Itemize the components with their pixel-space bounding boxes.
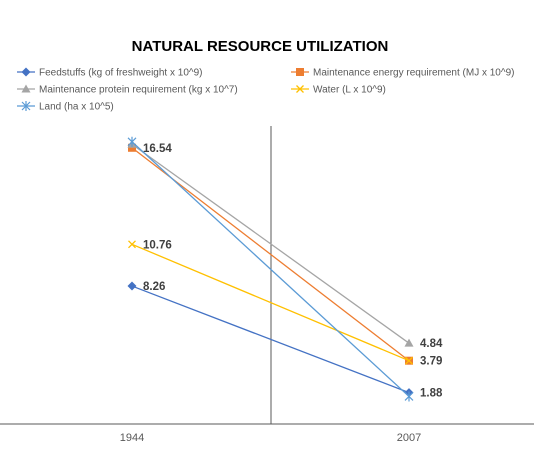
series-line-4 xyxy=(131,243,410,362)
legend-entry-1: Feedstuffs (kg of freshweight x 10^9) xyxy=(39,68,202,79)
legend-marker-2 xyxy=(296,68,304,76)
data-label-6: 1.88 xyxy=(420,388,443,400)
data-label-5: 3.79 xyxy=(420,356,442,368)
series-line-5 xyxy=(131,141,410,397)
series-5 xyxy=(127,136,414,402)
data-point-s1-1944 xyxy=(127,281,137,291)
series-line-3 xyxy=(131,143,410,344)
data-label-1: 16.54 xyxy=(143,143,172,155)
series-layer xyxy=(127,136,414,402)
legend-entry-4: Water (L x 10^9) xyxy=(313,85,386,96)
x-tick-label-2007: 2007 xyxy=(397,432,421,444)
x-tick-label-1944: 1944 xyxy=(120,432,144,444)
legend-entry-3: Maintenance protein requirement (kg x 10… xyxy=(39,85,238,96)
data-point-s4-1944 xyxy=(128,240,136,249)
data-label-2: 10.76 xyxy=(143,239,172,251)
legend-entry-5: Land (ha x 10^5) xyxy=(39,102,114,113)
legend-marker-4 xyxy=(296,85,304,93)
legend-marker-3 xyxy=(21,84,31,93)
data-point-s2-1944 xyxy=(128,143,136,152)
series-line-1 xyxy=(131,285,410,394)
legend: Feedstuffs (kg of freshweight x 10^9) Mai… xyxy=(17,67,514,113)
legend-marker-5 xyxy=(21,101,31,111)
data-label-4: 4.84 xyxy=(420,338,443,350)
legend-marker-1 xyxy=(21,67,31,77)
legend-entry-2: Maintenance energy requirement (MJ x 10^… xyxy=(313,68,514,79)
axes: 1944 2007 xyxy=(0,126,534,444)
data-labels: 16.54 10.76 8.26 4.84 3.79 1.88 xyxy=(143,143,443,400)
data-point-s5-2007 xyxy=(404,391,414,402)
data-point-s5-1944 xyxy=(127,136,137,147)
data-point-s4-2007 xyxy=(405,356,413,365)
series-line-2 xyxy=(131,147,410,362)
chart-title: NATURAL RESOURCE UTILIZATION xyxy=(132,38,389,55)
series-4 xyxy=(128,240,413,365)
data-point-s3-2007 xyxy=(404,338,414,347)
data-label-3: 8.26 xyxy=(143,281,165,293)
